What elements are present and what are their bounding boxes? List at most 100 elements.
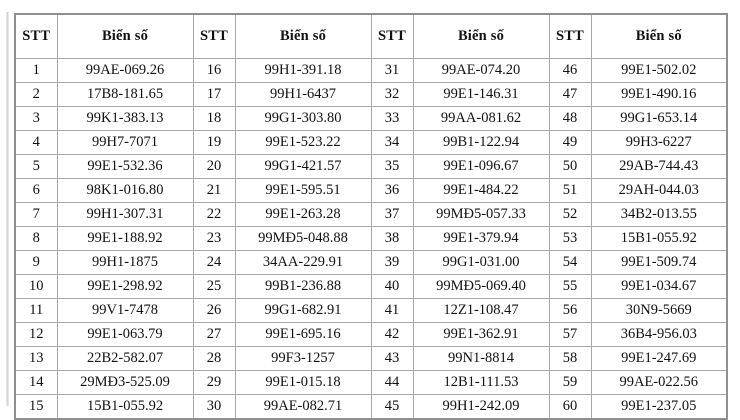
cell-plate: 99E1-695.16 [234,322,372,347]
cell-stt: 3 [14,106,58,131]
cell-stt: 55 [548,274,592,299]
cell-plate: 99E1-188.92 [56,226,194,251]
cell-stt: 27 [192,322,236,347]
cell-stt: 59 [548,370,592,395]
cell-plate: 99G1-031.00 [412,250,550,275]
table-row: 9 99H1-1875 24 34AA-229.91 39 99G1-031.00 54 99… [14,250,728,275]
column-header-stt-2: STT [192,13,236,59]
cell-plate: 99E1-015.18 [234,370,372,395]
cell-stt: 12 [14,322,58,347]
cell-plate: 34AA-229.91 [234,250,372,275]
cell-plate: 99H1-6437 [234,82,372,107]
cell-stt: 20 [192,154,236,179]
cell-plate: 99AE-082.71 [234,394,372,420]
table-row: 11 99V1-7478 26 99G1-682.91 41 12Z1-108.47 56 3… [14,298,728,323]
cell-plate: 99H7-7071 [56,130,194,155]
cell-plate: 99E1-379.94 [412,226,550,251]
cell-stt: 34 [370,130,414,155]
cell-stt: 36 [370,178,414,203]
cell-stt: 38 [370,226,414,251]
cell-plate: 99E1-523.22 [234,130,372,155]
cell-stt: 8 [14,226,58,251]
cell-stt: 11 [14,298,58,323]
table-row: 1 99AE-069.26 16 99H1-391.18 31 99AE-074.20 46… [14,58,728,83]
cell-plate: 29MĐ3-525.09 [56,370,194,395]
cell-stt: 42 [370,322,414,347]
cell-plate: 99E1-509.74 [590,250,728,275]
table-row: 14 29MĐ3-525.09 29 99E1-015.18 44 12B1-111.53… [14,370,728,395]
cell-stt: 2 [14,82,58,107]
table-row: 10 99E1-298.92 25 99B1-236.88 40 99MĐ5-069.40… [14,274,728,299]
cell-stt: 29 [192,370,236,395]
cell-stt: 46 [548,58,592,83]
cell-stt: 26 [192,298,236,323]
cell-plate: 99E1-146.31 [412,82,550,107]
cell-stt: 10 [14,274,58,299]
table-row: 5 99E1-532.36 20 99G1-421.57 35 99E1-096.67 50… [14,154,728,179]
cell-stt: 19 [192,130,236,155]
table-row: 15 15B1-055.92 30 99AE-082.71 45 99H1-242.09 6… [14,394,728,420]
cell-stt: 48 [548,106,592,131]
table-row: 7 99H1-307.31 22 99E1-263.28 37 99MĐ5-057.33 5… [14,202,728,227]
cell-stt: 39 [370,250,414,275]
cell-plate: 99G1-653.14 [590,106,728,131]
cell-plate: 29AH-044.03 [590,178,728,203]
cell-plate: 99E1-362.91 [412,322,550,347]
cell-stt: 6 [14,178,58,203]
cell-plate: 99AE-069.26 [56,58,194,83]
cell-stt: 31 [370,58,414,83]
cell-plate: 30N9-5669 [590,298,728,323]
cell-stt: 14 [14,370,58,395]
cell-plate: 99V1-7478 [56,298,194,323]
cell-plate: 99E1-298.92 [56,274,194,299]
cell-stt: 47 [548,82,592,107]
cell-stt: 17 [192,82,236,107]
cell-stt: 56 [548,298,592,323]
column-header-plate-4: Biển số [590,13,728,59]
cell-plate: 99H1-307.31 [56,202,194,227]
column-header-stt-3: STT [370,13,414,59]
cell-plate: 99K1-383.13 [56,106,194,131]
cell-plate: 36B4-956.03 [590,322,728,347]
cell-plate: 99AA-081.62 [412,106,550,131]
cell-plate: 99MĐ5-048.88 [234,226,372,251]
table-row: 4 99H7-7071 19 99E1-523.22 34 99B1-122.94 49 99… [14,130,728,155]
cell-plate: 99E1-237.05 [590,394,728,420]
cell-plate: 15B1-055.92 [56,394,194,420]
cell-stt: 24 [192,250,236,275]
column-header-plate-1: Biển số [56,13,194,59]
column-header-plate-3: Biển số [412,13,550,59]
cell-plate: 99H1-391.18 [234,58,372,83]
cell-plate: 99G1-682.91 [234,298,372,323]
table-header: STT Biển số STT Biển số STT Biển số STT … [14,13,728,59]
cell-stt: 28 [192,346,236,371]
cell-plate: 99B1-236.88 [234,274,372,299]
cell-plate: 99E1-263.28 [234,202,372,227]
table-body: 1 99AE-069.26 16 99H1-391.18 31 99AE-074.20 46… [14,58,728,420]
cell-plate: 99E1-490.16 [590,82,728,107]
scan-edge-artifact [6,12,9,406]
cell-plate: 15B1-055.92 [590,226,728,251]
cell-plate: 12B1-111.53 [412,370,550,395]
cell-stt: 45 [370,394,414,420]
table-row: 2 17B8-181.65 17 99H1-6437 32 99E1-146.31 47 99… [14,82,728,107]
cell-plate: 99E1-595.51 [234,178,372,203]
cell-stt: 1 [14,58,58,83]
table-row: 3 99K1-383.13 18 99G1-303.80 33 99AA-081.62 48… [14,106,728,131]
cell-plate: 99H1-242.09 [412,394,550,420]
cell-stt: 13 [14,346,58,371]
cell-stt: 41 [370,298,414,323]
cell-stt: 43 [370,346,414,371]
cell-plate: 99E1-502.02 [590,58,728,83]
cell-stt: 40 [370,274,414,299]
cell-stt: 53 [548,226,592,251]
cell-plate: 99E1-034.67 [590,274,728,299]
cell-stt: 54 [548,250,592,275]
cell-stt: 16 [192,58,236,83]
license-plate-table: STT Biển số STT Biển số STT Biển số STT … [14,13,728,420]
cell-plate: 22B2-582.07 [56,346,194,371]
cell-plate: 34B2-013.55 [590,202,728,227]
cell-plate: 99H3-6227 [590,130,728,155]
cell-stt: 22 [192,202,236,227]
cell-plate: 12Z1-108.47 [412,298,550,323]
